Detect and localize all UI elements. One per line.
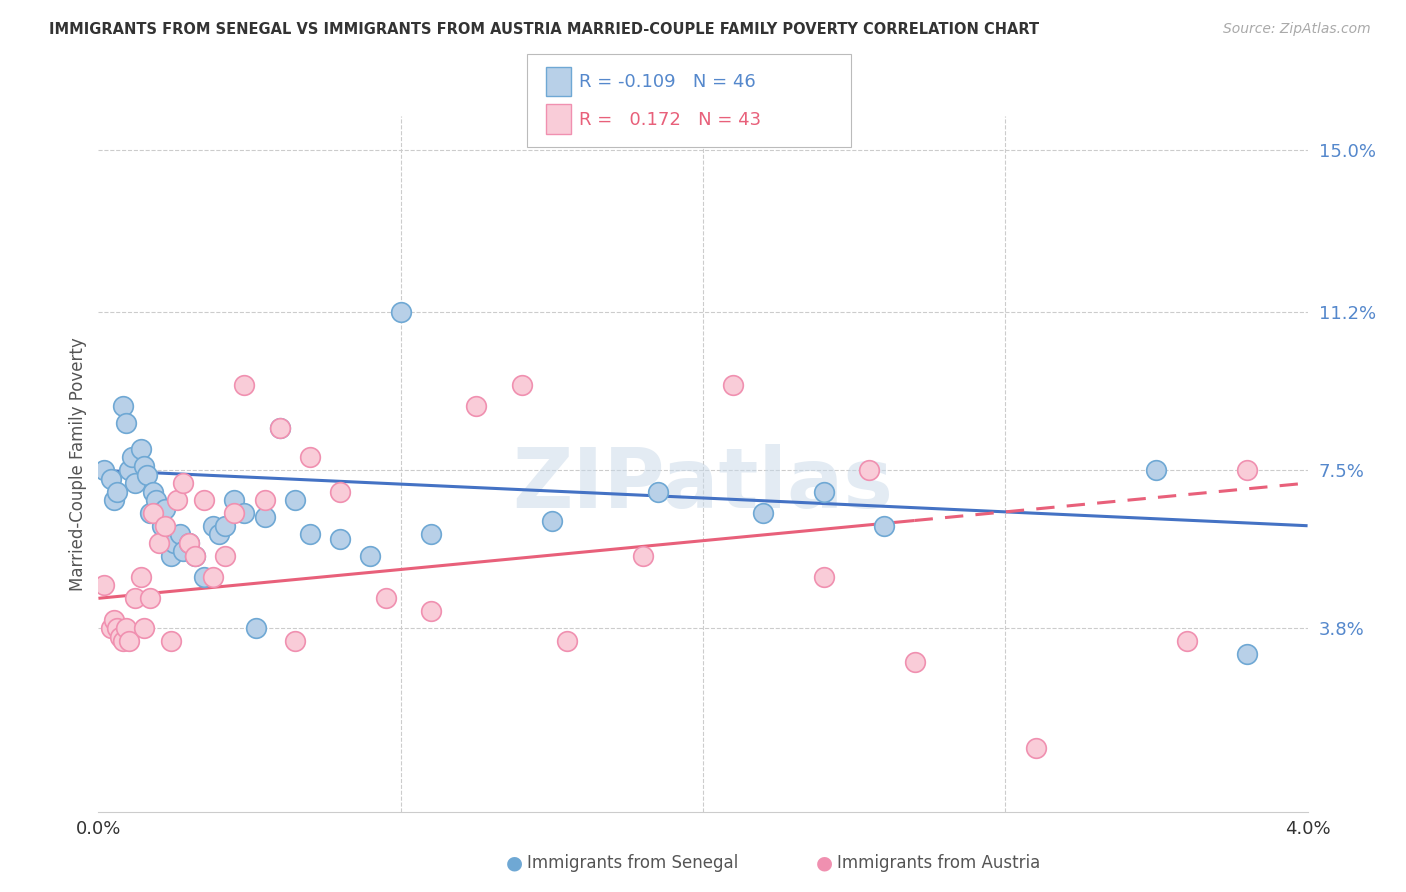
Text: ●: ● — [815, 853, 832, 872]
Point — [114, 621, 136, 635]
Point — [179, 536, 201, 550]
Point — [1024, 740, 1046, 755]
Point — [193, 493, 215, 508]
Point — [93, 578, 115, 592]
Point — [124, 591, 146, 606]
Point — [232, 506, 254, 520]
Point — [172, 544, 194, 558]
Point — [284, 493, 307, 508]
Point — [121, 450, 143, 465]
Point — [148, 506, 170, 520]
Point — [139, 591, 162, 606]
Point — [111, 634, 134, 648]
Point — [420, 604, 443, 618]
Point — [142, 484, 165, 499]
Point — [160, 549, 183, 563]
Point — [193, 570, 215, 584]
Text: ●: ● — [506, 853, 523, 872]
Point — [389, 305, 412, 319]
Text: IMMIGRANTS FROM SENEGAL VS IMMIGRANTS FROM AUSTRIA MARRIED-COUPLE FAMILY POVERTY: IMMIGRANTS FROM SENEGAL VS IMMIGRANTS FR… — [49, 22, 1039, 37]
Point — [752, 506, 775, 520]
Point — [269, 420, 291, 434]
Point — [129, 442, 152, 456]
Point — [1146, 463, 1168, 477]
Point — [631, 549, 654, 563]
Point — [214, 549, 236, 563]
Point — [166, 493, 188, 508]
Text: ZIPatlas: ZIPatlas — [513, 444, 893, 525]
Point — [150, 518, 173, 533]
Point — [245, 621, 267, 635]
Point — [555, 634, 578, 648]
Point — [299, 527, 322, 541]
Point — [118, 634, 141, 648]
Point — [100, 621, 122, 635]
Point — [202, 518, 225, 533]
Point — [105, 621, 128, 635]
Text: Immigrants from Senegal: Immigrants from Senegal — [527, 854, 738, 871]
Point — [163, 536, 186, 550]
Point — [224, 493, 246, 508]
Point — [139, 506, 162, 520]
Point — [184, 549, 207, 563]
Point — [253, 510, 276, 524]
Point — [148, 536, 170, 550]
Point — [232, 377, 254, 392]
Point — [904, 656, 927, 670]
Point — [184, 549, 207, 563]
Point — [813, 570, 835, 584]
Point — [647, 484, 669, 499]
Point — [214, 518, 236, 533]
Point — [374, 591, 396, 606]
Point — [1236, 463, 1258, 477]
Point — [253, 493, 276, 508]
Point — [132, 458, 155, 473]
Point — [153, 518, 176, 533]
Point — [100, 472, 122, 486]
Point — [269, 420, 291, 434]
Point — [160, 634, 183, 648]
Point — [111, 399, 134, 413]
Point — [108, 630, 131, 644]
Point — [858, 463, 880, 477]
Point — [723, 377, 745, 392]
Point — [360, 549, 382, 563]
Text: Immigrants from Austria: Immigrants from Austria — [837, 854, 1040, 871]
Point — [172, 476, 194, 491]
Point — [179, 536, 201, 550]
Point — [465, 399, 488, 413]
Text: R = -0.109   N = 46: R = -0.109 N = 46 — [579, 73, 756, 91]
Point — [114, 417, 136, 431]
Point — [129, 570, 152, 584]
Point — [299, 450, 322, 465]
Point — [153, 501, 176, 516]
Point — [118, 463, 141, 477]
Point — [1175, 634, 1198, 648]
Point — [142, 506, 165, 520]
Point — [132, 621, 155, 635]
Point — [103, 493, 125, 508]
Point — [103, 613, 125, 627]
Point — [145, 493, 167, 508]
Point — [329, 484, 352, 499]
Point — [208, 527, 231, 541]
Point — [135, 467, 157, 482]
Point — [420, 527, 443, 541]
Point — [169, 527, 191, 541]
Point — [329, 532, 352, 546]
Point — [93, 463, 115, 477]
Point — [541, 515, 564, 529]
Text: Source: ZipAtlas.com: Source: ZipAtlas.com — [1223, 22, 1371, 37]
Point — [105, 484, 128, 499]
Point — [873, 518, 896, 533]
Point — [202, 570, 225, 584]
Point — [510, 377, 533, 392]
Y-axis label: Married-Couple Family Poverty: Married-Couple Family Poverty — [69, 337, 87, 591]
Point — [284, 634, 307, 648]
Point — [813, 484, 835, 499]
Text: R =   0.172   N = 43: R = 0.172 N = 43 — [579, 111, 762, 128]
Point — [1236, 647, 1258, 661]
Point — [224, 506, 246, 520]
Point — [124, 476, 146, 491]
